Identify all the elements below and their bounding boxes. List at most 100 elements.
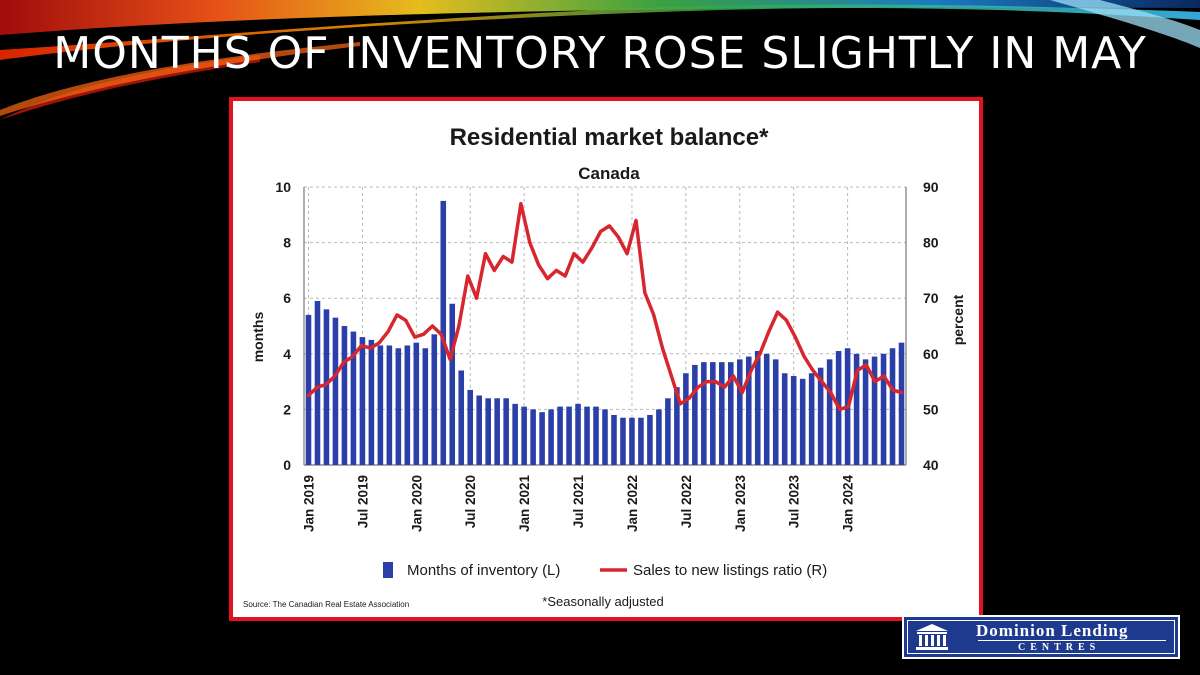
logo-wordmark: Dominion Lending (976, 621, 1129, 640)
legend: Months of inventory (L) Sales to new lis… (383, 562, 827, 579)
inventory-bar (665, 398, 671, 465)
inventory-bar (485, 398, 491, 465)
chart-title: Residential market balance* (450, 124, 769, 151)
inventory-bar (431, 334, 438, 465)
inventory-bar (557, 406, 563, 465)
inventory-bar (808, 373, 815, 465)
inventory-bar (314, 300, 321, 465)
right-tick-label: 60 (923, 346, 939, 362)
inventory-bar (772, 359, 779, 465)
inventory-bar (754, 351, 761, 465)
inventory-bar (521, 406, 527, 465)
inventory-bar (404, 345, 411, 465)
right-tick-label: 40 (923, 457, 939, 473)
inventory-bar (871, 356, 878, 465)
logo-divider (978, 640, 1166, 641)
inventory-bar (853, 353, 860, 465)
building-columns-icon (916, 624, 948, 650)
right-axis-label: percent (950, 294, 966, 345)
source-note: Source: The Canadian Real Estate Associa… (243, 600, 409, 609)
inventory-bar (566, 406, 572, 465)
inventory-bar (692, 364, 698, 465)
residential-market-balance-chart: Residential market balance* Canada month… (243, 124, 966, 609)
legend-line-label: Sales to new listings ratio (R) (633, 562, 827, 579)
inventory-bar (611, 414, 617, 465)
dominion-lending-logo: Dominion Lending CENTRES (902, 615, 1180, 659)
inventory-bar (799, 378, 806, 465)
inventory-bar (719, 362, 725, 465)
inventory-bar (449, 303, 456, 465)
inventory-bar (341, 326, 348, 465)
x-tick-label: Jan 2023 (733, 475, 748, 533)
inventory-bar (683, 373, 689, 465)
right-tick-label: 90 (923, 179, 939, 195)
inventory-bar (745, 356, 752, 465)
x-tick-label: Jul 2021 (571, 475, 586, 529)
logo-subtitle: CENTRES (1018, 642, 1101, 653)
right-tick-label: 70 (923, 290, 939, 306)
inventory-bar (736, 359, 743, 465)
inventory-bar (763, 353, 770, 465)
inventory-bar (674, 387, 680, 465)
x-tick-label: Jan 2024 (841, 475, 856, 533)
inventory-bar (440, 200, 447, 465)
inventory-bar (350, 331, 357, 465)
inventory-bar (710, 362, 716, 465)
inventory-bar (467, 389, 474, 465)
x-tick-label: Jul 2022 (679, 475, 694, 528)
inventory-bar (377, 345, 384, 465)
inventory-bar (898, 342, 905, 465)
legend-bar-swatch (383, 562, 393, 578)
inventory-bars (305, 200, 905, 465)
inventory-bar (880, 353, 887, 465)
inventory-bar (368, 339, 375, 465)
inventory-bar (656, 409, 662, 465)
inventory-bar (332, 317, 339, 465)
chart-frame: Residential market balance* Canada month… (229, 97, 983, 621)
inventory-bar (548, 409, 554, 465)
inventory-bar (781, 373, 788, 465)
inventory-bar (638, 417, 644, 465)
inventory-bar (620, 417, 626, 465)
logo-border (907, 620, 1175, 654)
inventory-bar (458, 370, 465, 465)
inventory-bar (305, 314, 312, 465)
left-tick-label: 0 (283, 457, 291, 473)
inventory-bar (494, 398, 500, 465)
left-axis-label: months (250, 312, 266, 363)
footnote: *Seasonally adjusted (542, 594, 663, 609)
inventory-bar (359, 337, 366, 465)
inventory-bar (889, 348, 896, 465)
x-tick-label: Jan 2020 (409, 475, 424, 532)
inventory-bar (647, 414, 653, 465)
inventory-bar (728, 362, 734, 465)
left-tick-label: 4 (283, 346, 291, 362)
inventory-bar (503, 398, 509, 465)
inventory-bar (395, 348, 402, 465)
left-tick-label: 10 (275, 179, 291, 195)
ratio-line-layer (306, 201, 904, 412)
inventory-bar (476, 395, 482, 465)
x-tick-label: Jul 2019 (355, 475, 370, 528)
inventory-bar (512, 403, 518, 465)
sales-to-listings-line (306, 201, 904, 412)
chart-subtitle: Canada (578, 164, 640, 183)
inventory-bar (790, 376, 797, 465)
right-tick-label: 80 (923, 235, 939, 251)
inventory-bar (539, 412, 545, 465)
x-tick-label: Jan 2022 (625, 475, 640, 532)
x-tick-label: Jan 2019 (302, 475, 317, 532)
legend-bar-label: Months of inventory (L) (407, 562, 560, 579)
rainbow-swoosh-decoration (0, 0, 1200, 120)
axis-ticks: 0 2 4 6 8 10 40 50 60 70 80 90 Jan 2019 Jul 2019 Jan 2… (275, 179, 938, 532)
inventory-bar (826, 359, 833, 465)
inventory-bar (584, 406, 590, 465)
x-tick-label: Jul 2023 (787, 475, 802, 529)
inventory-bar (413, 342, 420, 465)
inventory-bar (575, 403, 581, 465)
left-tick-label: 6 (283, 290, 291, 306)
inventory-bar (862, 359, 869, 465)
inventory-bar (386, 345, 393, 465)
left-tick-label: 2 (283, 401, 291, 417)
x-tick-label: Jan 2021 (517, 475, 532, 533)
